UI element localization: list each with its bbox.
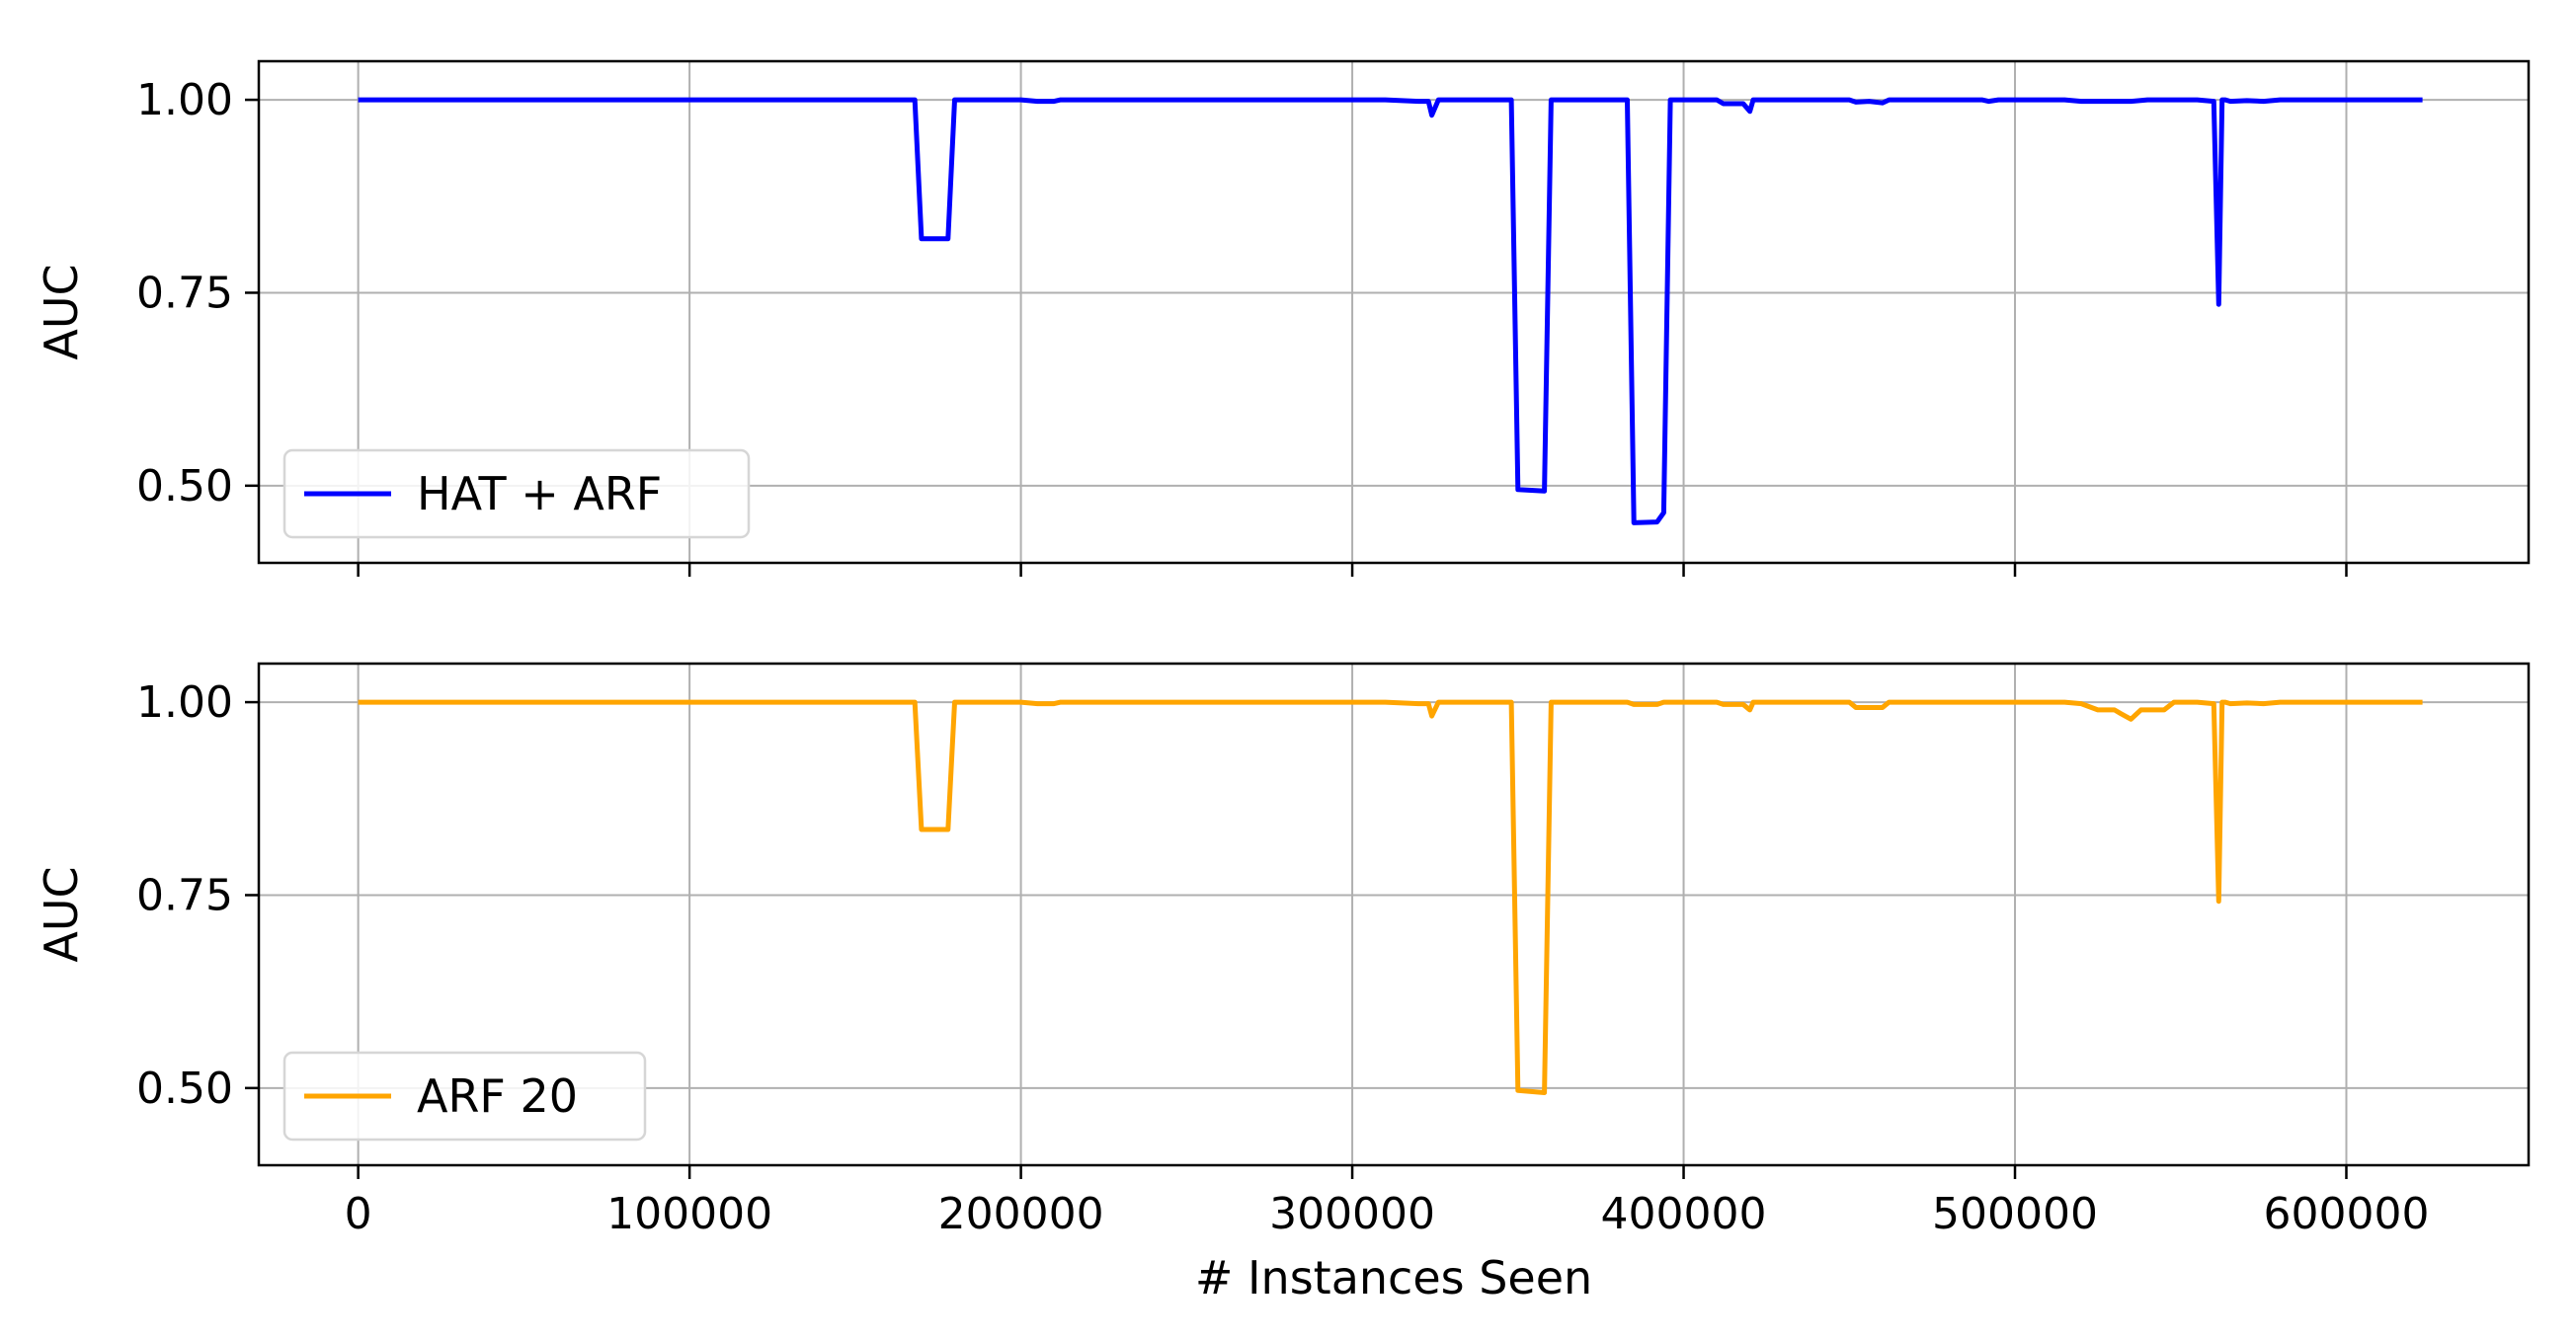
legend-box <box>282 448 751 539</box>
panel-2: 0 100000 200000 300000 400000 500000 600000 0.5… <box>35 662 2531 1304</box>
x-tick-label: 100000 <box>606 1189 772 1239</box>
x-tick-label: 0 <box>345 1189 372 1239</box>
y-tick-label: 1.00 <box>136 75 233 125</box>
y-tick-label: 0.50 <box>136 1064 233 1114</box>
y-tick-label: 0.50 <box>136 461 233 512</box>
y-tick-label: 1.00 <box>136 677 233 728</box>
plot-frame <box>257 662 2531 1167</box>
x-axis-label: # Instances Seen <box>1195 1251 1592 1304</box>
y-axis-label: AUC <box>35 264 88 359</box>
legend-label: ARF 20 <box>417 1069 578 1123</box>
series-line-1-1 <box>358 97 2423 525</box>
series-line-2-1 <box>358 699 2423 1095</box>
legend-box <box>282 1051 647 1142</box>
x-tick-label: 300000 <box>1269 1189 1435 1239</box>
x-tick-label: 400000 <box>1601 1189 1767 1239</box>
x-tick-label: 600000 <box>2264 1189 2430 1239</box>
legend-label: HAT + ARF <box>417 467 662 520</box>
x-tick-label: 500000 <box>1932 1189 2098 1239</box>
panel-1: 0.50 0.75 1.00 AUC HAT + ARF <box>35 59 2531 577</box>
y-tick-label: 0.75 <box>136 870 233 920</box>
x-tick-label: 200000 <box>938 1189 1104 1239</box>
plot-frame <box>257 59 2531 565</box>
y-axis-label: AUC <box>35 866 88 962</box>
y-tick-label: 0.75 <box>136 268 233 318</box>
